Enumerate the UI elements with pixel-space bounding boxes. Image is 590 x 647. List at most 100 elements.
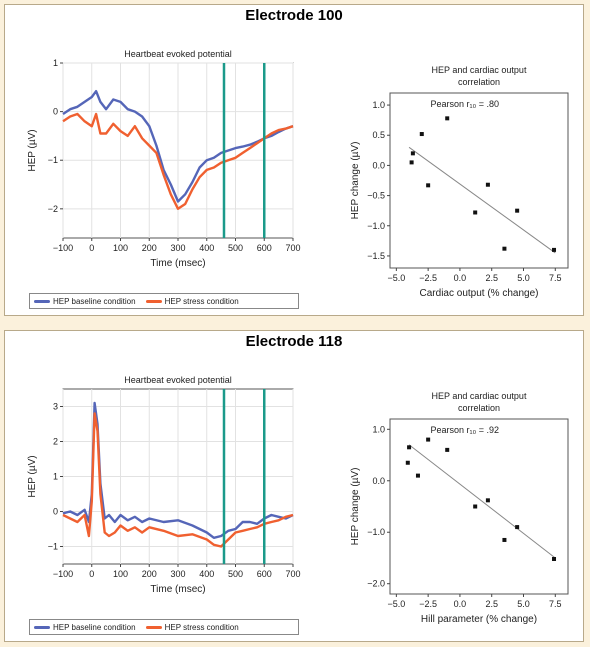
y-tick-label: 0 bbox=[53, 107, 58, 117]
scatter-point bbox=[473, 210, 478, 215]
x-tick-label: −100 bbox=[53, 569, 73, 579]
x-tick-label: −2.5 bbox=[419, 599, 437, 609]
x-tick-label: 5.0 bbox=[517, 599, 530, 609]
scatter-point bbox=[426, 437, 431, 442]
legend-swatch-baseline bbox=[34, 625, 50, 629]
x-tick-label: 5.0 bbox=[517, 273, 530, 283]
scatter-point bbox=[502, 537, 507, 542]
corr-title-line1: HEP and cardiac output bbox=[432, 65, 527, 75]
scatter-point bbox=[485, 498, 490, 503]
y-tick-label: 3 bbox=[53, 402, 58, 412]
y-tick-label: −1.0 bbox=[367, 221, 385, 231]
y-tick-label: −2.0 bbox=[367, 579, 385, 589]
x-tick-label: 7.5 bbox=[549, 273, 562, 283]
scatter-point bbox=[552, 557, 557, 561]
scatter-point bbox=[415, 473, 420, 478]
x-tick-label: 700 bbox=[285, 243, 300, 253]
corr-plot-area bbox=[389, 418, 569, 595]
x-tick-label: 700 bbox=[285, 569, 300, 579]
y-tick-label: 1 bbox=[53, 58, 58, 68]
x-tick-label: 7.5 bbox=[549, 599, 562, 609]
x-tick-label: 2.5 bbox=[485, 273, 498, 283]
y-tick-label: 1 bbox=[53, 472, 58, 482]
baseline-series-line bbox=[62, 89, 294, 203]
x-axis-label: Hill parameter (% change) bbox=[421, 614, 537, 625]
y-axis-label: HEP change (µV) bbox=[350, 468, 361, 546]
legend-swatch-baseline bbox=[34, 299, 50, 303]
legend-label-stress: HEP stress condition bbox=[164, 296, 239, 306]
electrode-100-charts: Heartbeat evoked potential −100 0 100 200 300… bbox=[27, 49, 569, 299]
electrode-118-charts: Heartbeat evoked potential−100 0 100 200 300… bbox=[27, 375, 569, 625]
scatter-point bbox=[426, 183, 431, 188]
y-axis-label: HEP change (µV) bbox=[350, 142, 361, 220]
x-tick-label: −100 bbox=[53, 243, 73, 253]
pearson-annotation: Pearson r₁₀ = .80 bbox=[430, 99, 499, 109]
electrode-118-panel: Electrode 118 Heartbeat evoked potential… bbox=[4, 330, 584, 642]
y-tick-label: 0.0 bbox=[372, 476, 385, 486]
x-tick-label: 0 bbox=[89, 569, 94, 579]
x-tick-label: 200 bbox=[142, 569, 157, 579]
electrode-100-panel: Electrode 100 Heartbeat evoked potential… bbox=[4, 4, 584, 316]
panel-title: Electrode 118 bbox=[245, 333, 343, 350]
x-tick-label: −2.5 bbox=[419, 273, 437, 283]
pearson-annotation: Pearson r₁₀ = .92 bbox=[430, 425, 499, 435]
legend-item-stress: HEP stress condition bbox=[145, 623, 239, 632]
y-tick-label: 0 bbox=[53, 507, 58, 517]
scatter-point bbox=[407, 445, 412, 450]
scatter-point bbox=[552, 247, 557, 252]
regression-line bbox=[408, 146, 556, 254]
legend-label-baseline: HEP baseline condition bbox=[53, 296, 136, 306]
legend-swatch-stress bbox=[145, 625, 162, 629]
stress-series-line bbox=[62, 112, 294, 211]
legend: HEP baseline condition HEP stress condit… bbox=[29, 619, 299, 635]
corr-title-line2: correlation bbox=[458, 403, 500, 413]
hep-title: Heartbeat evoked potential bbox=[124, 49, 232, 59]
x-tick-label: 500 bbox=[228, 243, 243, 253]
scatter-point bbox=[410, 151, 415, 156]
x-axis-label: Cardiac output (% change) bbox=[420, 288, 539, 299]
x-tick-label: 0.0 bbox=[454, 273, 467, 283]
y-tick-label: 2 bbox=[53, 437, 58, 447]
scatter-point bbox=[445, 447, 450, 452]
y-tick-label: 0.5 bbox=[372, 130, 385, 140]
legend-swatch-stress bbox=[145, 299, 162, 303]
y-tick-label: −0.5 bbox=[367, 191, 385, 201]
legend-label-baseline: HEP baseline condition bbox=[53, 622, 136, 632]
legend: HEP baseline condition HEP stress condit… bbox=[29, 293, 299, 309]
y-tick-label: −1.5 bbox=[367, 251, 385, 261]
y-axis-label: HEP (µV) bbox=[27, 129, 38, 171]
y-tick-label: −2 bbox=[48, 204, 58, 214]
corr-plot-area bbox=[389, 92, 569, 269]
x-tick-label: 0 bbox=[89, 243, 94, 253]
x-tick-label: 0.0 bbox=[454, 599, 467, 609]
y-tick-label: −1 bbox=[48, 155, 58, 165]
y-tick-label: 1.0 bbox=[372, 100, 385, 110]
corr-title-line2: correlation bbox=[458, 77, 500, 87]
scatter-point bbox=[405, 460, 410, 465]
x-tick-label: 2.5 bbox=[485, 599, 498, 609]
x-axis-label: Time (msec) bbox=[150, 258, 205, 269]
x-tick-label: 100 bbox=[113, 569, 128, 579]
y-tick-label: 0.0 bbox=[372, 160, 385, 170]
y-tick-label: −1.0 bbox=[367, 527, 385, 537]
legend-item-baseline: HEP baseline condition bbox=[34, 297, 136, 306]
x-tick-label: 300 bbox=[170, 569, 185, 579]
x-tick-label: 100 bbox=[113, 243, 128, 253]
legend-item-baseline: HEP baseline condition bbox=[34, 623, 136, 632]
scatter-point bbox=[485, 182, 490, 187]
corr-title-line1: HEP and cardiac output bbox=[432, 391, 527, 401]
x-tick-label: 400 bbox=[199, 243, 214, 253]
x-tick-label: 600 bbox=[257, 569, 272, 579]
scatter-point bbox=[515, 525, 520, 530]
y-tick-label: −1 bbox=[48, 542, 58, 552]
x-tick-label: 400 bbox=[199, 569, 214, 579]
y-tick-label: 1.0 bbox=[372, 424, 385, 434]
x-tick-label: 300 bbox=[170, 243, 185, 253]
x-axis-label: Time (msec) bbox=[150, 584, 205, 595]
legend-item-stress: HEP stress condition bbox=[145, 296, 239, 306]
x-tick-label: 600 bbox=[257, 243, 272, 253]
panel-title: Electrode 100 bbox=[245, 7, 343, 24]
scatter-point bbox=[502, 246, 507, 251]
scatter-point bbox=[445, 116, 450, 121]
scatter-point bbox=[409, 160, 414, 165]
